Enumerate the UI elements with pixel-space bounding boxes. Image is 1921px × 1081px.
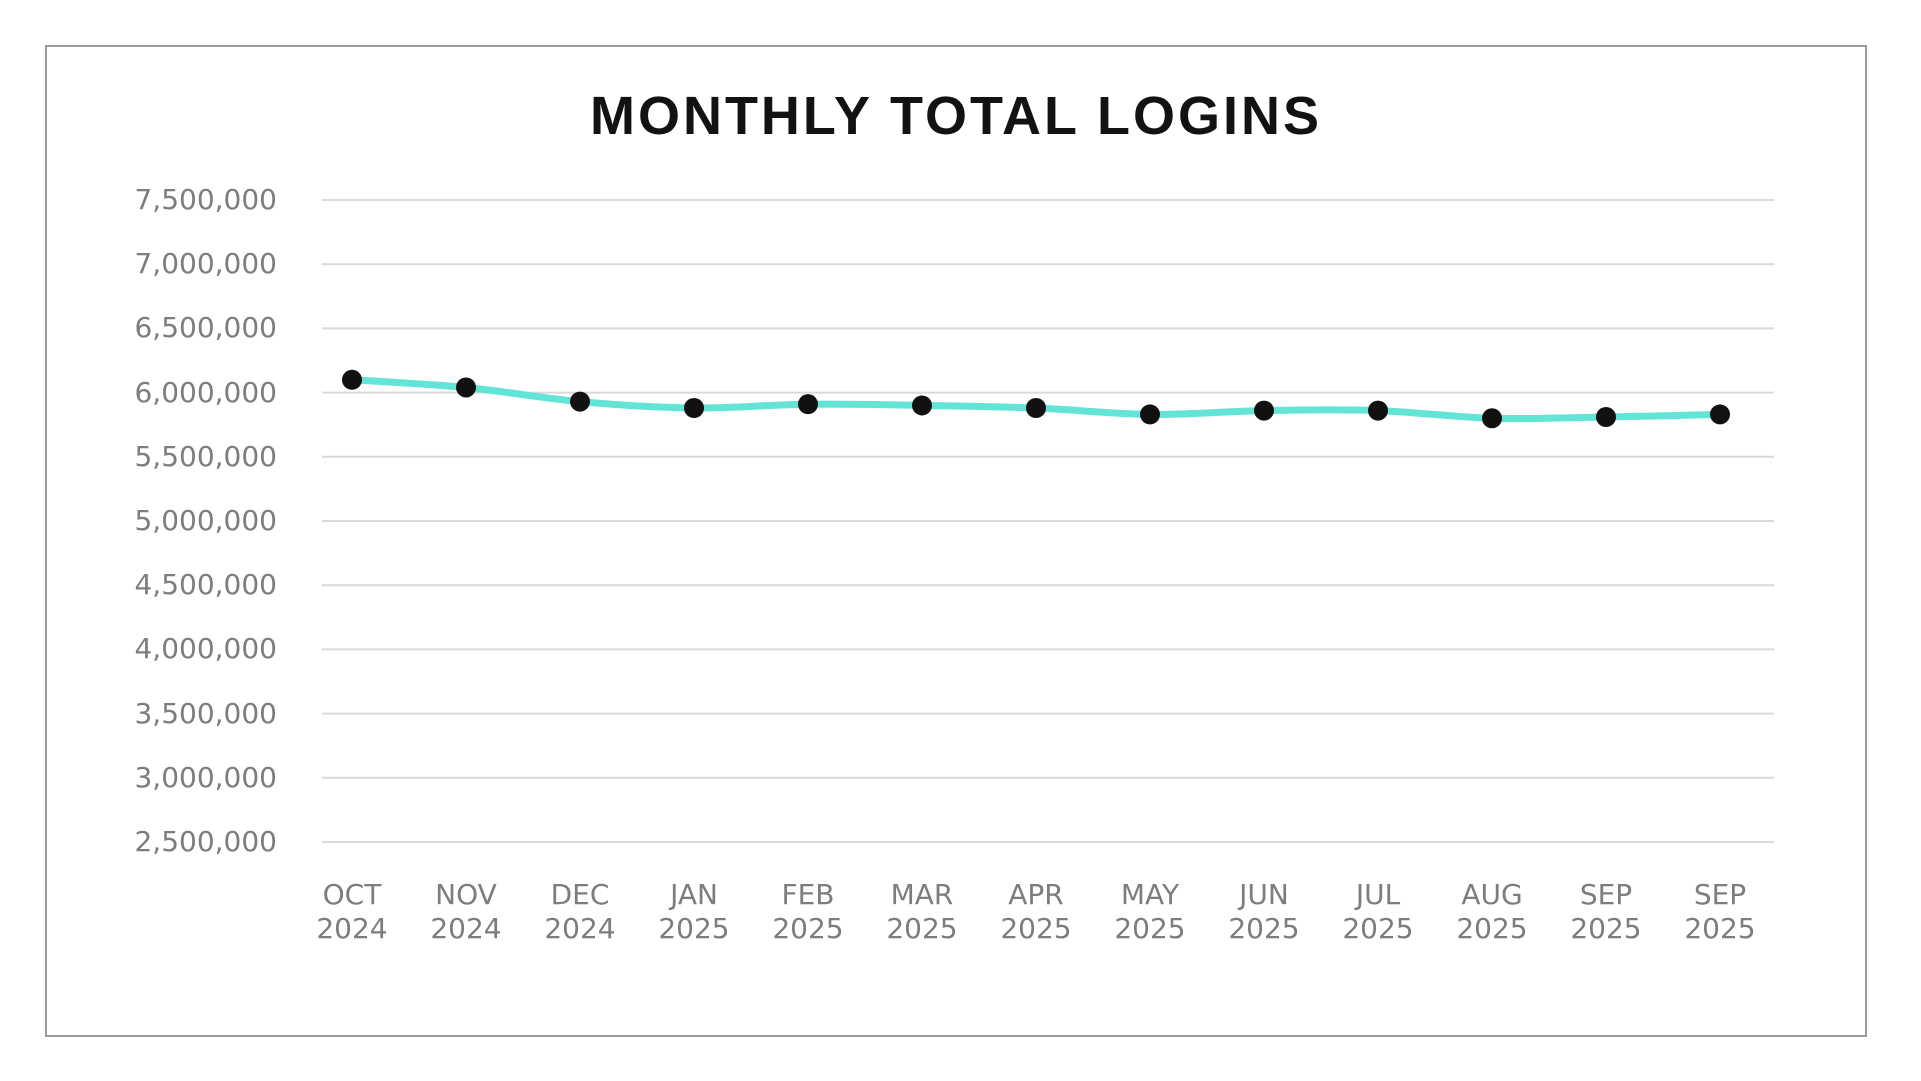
x-tick-month: FEB (781, 878, 835, 911)
data-point (1482, 408, 1502, 429)
x-tick-year: 2024 (316, 912, 388, 945)
data-point (1026, 398, 1046, 419)
chart-card: MONTHLY TOTAL LOGINS 7,500,000 7,000,000 6… (45, 45, 1867, 1037)
y-tick-label: 6,000,000 (134, 375, 277, 409)
y-tick-label: 4,000,000 (134, 632, 277, 666)
y-tick-label: 7,500,000 (134, 183, 277, 216)
x-tick-month: OCT (322, 878, 382, 911)
x-tick-year: 2025 (772, 912, 844, 945)
x-tick-month: NOV (435, 878, 497, 911)
x-tick-month: APR (1008, 878, 1064, 911)
data-point (1254, 400, 1274, 421)
x-tick-label: SEP 2025 (1524, 878, 1688, 946)
y-tick-label: 5,000,000 (134, 504, 277, 537)
x-tick-label: FEB 2025 (726, 878, 890, 946)
x-tick-year: 2025 (658, 912, 730, 945)
x-tick-label: SEP 2025 (1638, 878, 1802, 946)
x-tick-label: JUL 2025 (1296, 878, 1460, 946)
x-tick-month: DEC (550, 878, 610, 911)
data-point (570, 391, 590, 412)
y-tick-label: 3,500,000 (134, 696, 277, 730)
data-point (1596, 406, 1616, 427)
y-tick-label: 7,000,000 (134, 247, 277, 281)
x-tick-month: AUG (1461, 878, 1523, 911)
data-point (1710, 404, 1730, 425)
chart-title: MONTHLY TOTAL LOGINS (589, 86, 1323, 146)
y-tick-label: 4,500,000 (134, 568, 277, 602)
data-point (1140, 404, 1160, 425)
x-tick-year: 2025 (1456, 912, 1528, 945)
y-tick-label: 6,500,000 (134, 311, 277, 345)
y-tick-label: 2,500,000 (134, 825, 277, 858)
x-tick-label: MAY 2025 (1068, 878, 1232, 946)
x-tick-year: 2025 (1000, 912, 1072, 945)
x-tick-year: 2024 (544, 912, 616, 945)
x-tick-label: NOV 2024 (384, 878, 548, 946)
x-tick-month: JUN (1239, 878, 1289, 911)
x-tick-label: AUG 2025 (1410, 878, 1574, 946)
x-tick-label: JUN 2025 (1182, 878, 1346, 946)
x-tick-year: 2025 (1228, 912, 1300, 945)
y-tick-label: 5,500,000 (134, 439, 277, 473)
x-tick-month: MAR (890, 878, 954, 911)
x-tick-label: DEC 2024 (498, 878, 662, 946)
x-tick-month: SEP (1693, 878, 1747, 911)
data-point (684, 398, 704, 419)
x-tick-month: JUL (1355, 878, 1401, 911)
data-point (1368, 400, 1388, 421)
x-tick-month: JAN (670, 878, 718, 911)
data-point (912, 395, 932, 416)
x-tick-year: 2025 (1684, 912, 1756, 945)
x-tick-month: MAY (1120, 878, 1180, 911)
x-tick-year: 2024 (430, 912, 502, 945)
x-tick-label: JAN 2025 (612, 878, 776, 946)
x-tick-label: MAR 2025 (840, 878, 1004, 946)
x-tick-label: OCT 2024 (270, 878, 434, 946)
x-tick-year: 2025 (1342, 912, 1414, 945)
x-tick-label: APR 2025 (954, 878, 1118, 946)
y-tick-label: 3,000,000 (134, 760, 277, 794)
x-tick-year: 2025 (886, 912, 958, 945)
x-tick-year: 2025 (1114, 912, 1186, 945)
x-tick-month: SEP (1579, 878, 1633, 911)
plot-area (322, 199, 1774, 843)
x-tick-year: 2025 (1570, 912, 1642, 945)
data-point (798, 394, 818, 415)
data-point (456, 377, 476, 398)
data-point (342, 369, 362, 390)
